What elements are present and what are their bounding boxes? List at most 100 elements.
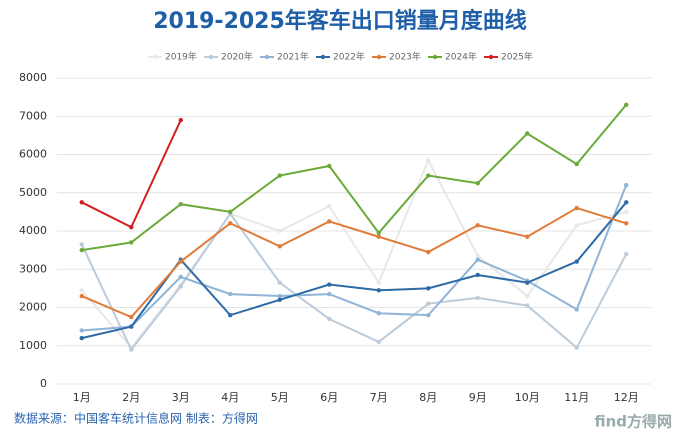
- data-point: [525, 293, 530, 299]
- data-point: [525, 303, 530, 308]
- y-tick-label: 2000: [19, 301, 47, 314]
- data-point: [376, 339, 381, 345]
- data-point: [129, 240, 134, 245]
- data-point: [574, 307, 579, 312]
- data-point: [327, 316, 332, 322]
- legend-label: 2022年: [333, 51, 365, 63]
- data-point: [525, 280, 530, 285]
- data-point: [475, 272, 480, 278]
- data-point: [79, 200, 84, 205]
- data-point: [624, 200, 629, 205]
- legend-marker: [488, 54, 494, 60]
- data-point: [327, 163, 332, 169]
- series-line: [81, 206, 627, 319]
- x-tick-label: 10月: [515, 391, 540, 404]
- data-point: [624, 182, 629, 188]
- data-point: [525, 234, 530, 239]
- data-point: [574, 259, 579, 264]
- x-tick-label: 8月: [419, 391, 437, 404]
- legend-marker: [264, 54, 270, 60]
- y-tick-label: 3000: [19, 262, 47, 275]
- data-point: [574, 205, 579, 211]
- watermark: find方得网: [594, 413, 672, 431]
- data-point: [426, 312, 431, 318]
- legend-label: 2025年: [501, 51, 533, 63]
- data-point: [475, 295, 480, 301]
- data-point: [228, 291, 233, 297]
- y-tick-label: 1000: [19, 339, 47, 352]
- x-tick-label: 7月: [370, 391, 388, 404]
- x-tick-label: 3月: [172, 391, 190, 404]
- data-point: [426, 249, 431, 255]
- data-point: [624, 221, 629, 226]
- data-point: [475, 180, 480, 186]
- data-point: [277, 297, 282, 303]
- data-point: [327, 203, 332, 209]
- data-point: [228, 209, 233, 215]
- data-point: [277, 280, 282, 285]
- data-point: [79, 328, 84, 333]
- data-point: [129, 347, 134, 352]
- legend-label: 2020年: [221, 51, 253, 63]
- data-point: [376, 230, 381, 236]
- x-tick-label: 6月: [320, 391, 338, 404]
- y-tick-label: 7000: [19, 109, 47, 122]
- legend-marker: [432, 54, 438, 60]
- data-point: [624, 102, 629, 107]
- legend-label: 2023年: [389, 51, 421, 63]
- data-point: [277, 228, 282, 234]
- x-tick-label: 4月: [221, 391, 239, 404]
- legend-label: 2024年: [445, 51, 477, 63]
- x-tick-label: 2月: [122, 391, 140, 404]
- data-point: [178, 117, 183, 123]
- source: 数据来源：中国客车统计信息网 制表：方得网: [14, 411, 258, 426]
- data-point: [475, 223, 480, 228]
- data-point: [228, 312, 233, 318]
- series-line: [80, 212, 628, 352]
- data-point: [178, 284, 183, 289]
- data-point: [327, 219, 332, 224]
- x-tick-label: 11月: [564, 391, 589, 404]
- data-point: [79, 293, 84, 299]
- series-line: [80, 157, 627, 350]
- legend-marker: [152, 54, 158, 60]
- x-tick-label: 9月: [469, 391, 487, 404]
- data-point: [79, 247, 84, 253]
- legend-label: 2019年: [165, 51, 197, 63]
- data-point: [426, 173, 431, 178]
- y-tick-label: 5000: [19, 186, 47, 199]
- data-point: [327, 282, 332, 287]
- data-point: [277, 173, 282, 178]
- x-tick-label: 12月: [614, 391, 639, 404]
- data-point: [426, 286, 431, 291]
- data-point: [574, 345, 579, 350]
- data-point: [277, 244, 282, 249]
- data-point: [574, 223, 579, 228]
- data-point: [327, 291, 332, 297]
- data-point: [624, 251, 629, 257]
- data-point: [129, 324, 134, 329]
- legend-marker: [376, 54, 382, 60]
- legend-marker: [208, 54, 214, 60]
- data-point: [624, 209, 629, 215]
- x-tick-label: 1月: [73, 391, 91, 404]
- data-point: [525, 131, 530, 136]
- y-tick-label: 4000: [19, 224, 47, 237]
- series-line: [81, 104, 628, 252]
- data-point: [228, 221, 233, 226]
- data-point: [79, 335, 84, 341]
- data-point: [475, 253, 480, 259]
- data-point: [129, 314, 134, 320]
- data-point: [475, 257, 480, 262]
- y-tick-label: 6000: [19, 148, 47, 161]
- data-point: [426, 158, 431, 163]
- legend-marker: [320, 54, 326, 60]
- legend-label: 2021年: [277, 51, 309, 63]
- data-point: [178, 259, 183, 264]
- y-tick-label: 0: [40, 377, 47, 390]
- data-point: [574, 161, 579, 167]
- data-point: [178, 202, 183, 207]
- data-point: [79, 242, 84, 247]
